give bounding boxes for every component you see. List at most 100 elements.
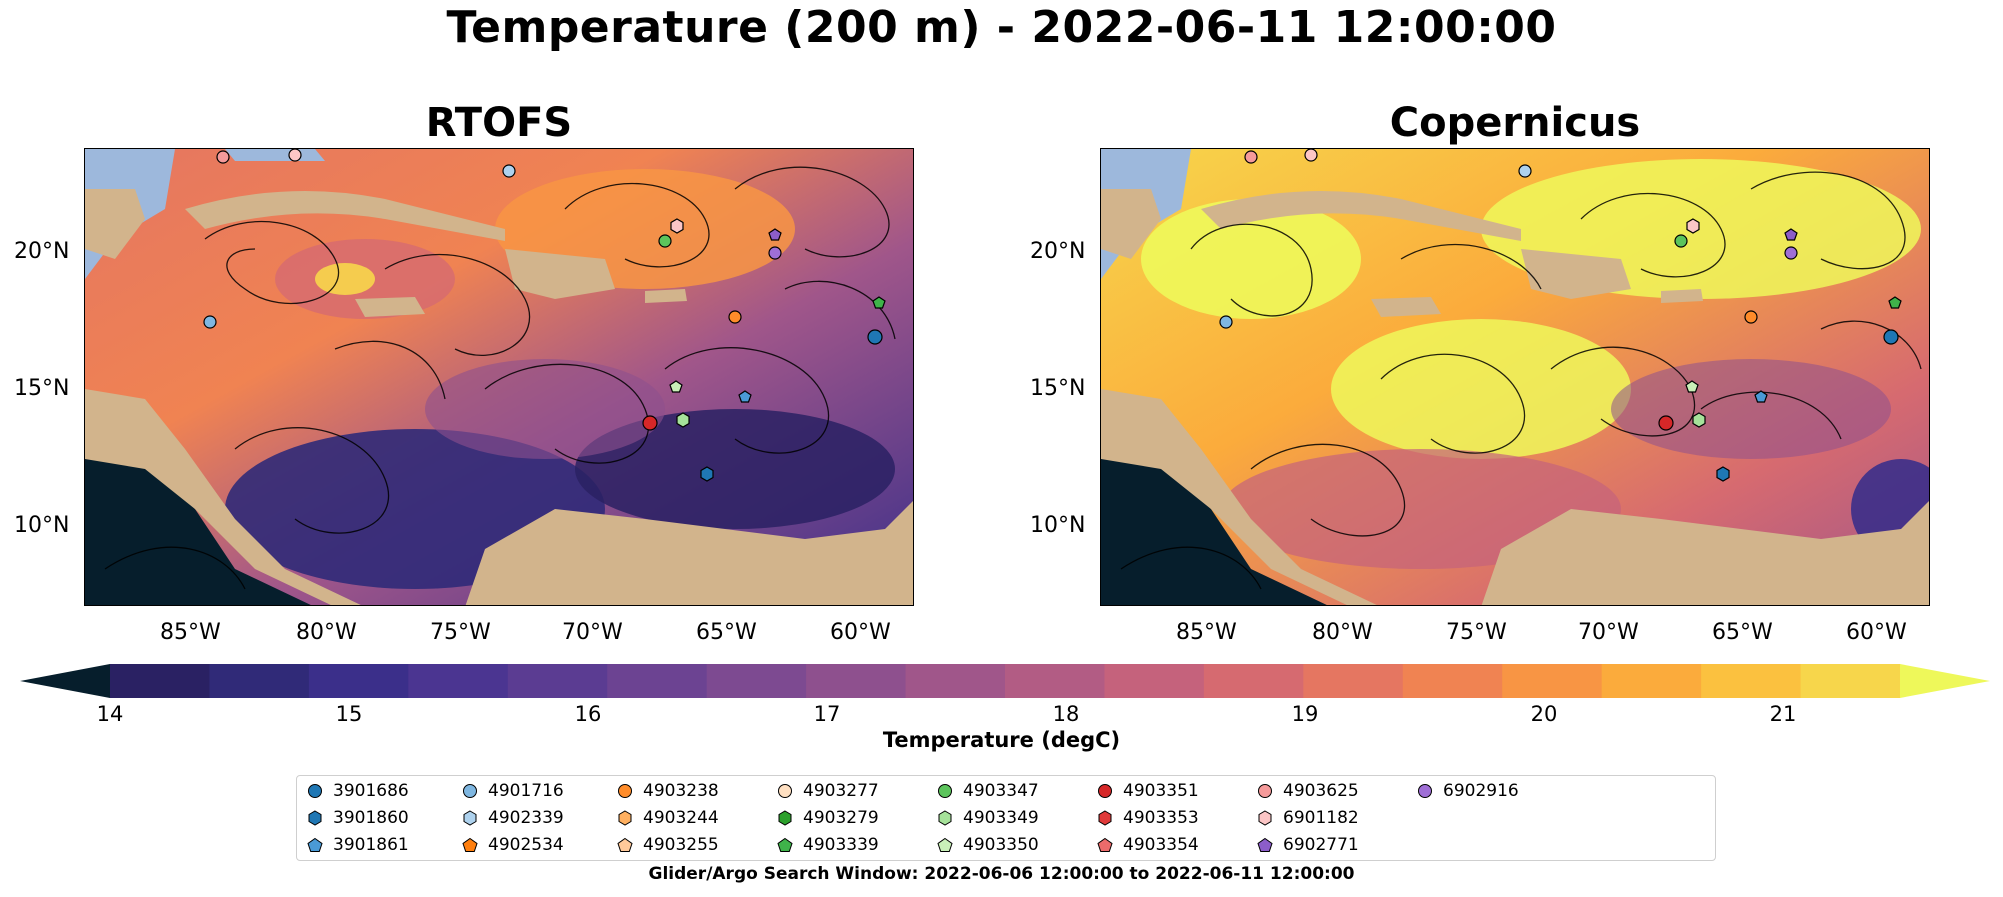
legend-item: 6902916: [1417, 781, 1519, 801]
colorbar-tick-14: 14: [96, 702, 124, 726]
legend-item: 3901686: [307, 781, 409, 801]
circle-marker-icon: [308, 784, 322, 798]
map-copernicus: [1100, 148, 1930, 606]
legend-item-label: 4903279: [803, 808, 879, 828]
legend-item: 4903347: [937, 781, 1039, 801]
pentagon-marker-icon: [1097, 837, 1113, 852]
legend-item: 4903339: [777, 835, 879, 855]
central-america-land: [1101, 389, 1377, 605]
cuba-land: [185, 191, 505, 241]
hispaniola-land: [1521, 249, 1631, 299]
colorbar-segment: [1005, 664, 1105, 698]
circle-marker-icon: [938, 784, 952, 798]
pentagon-marker-icon: [462, 837, 478, 852]
lon-label-60w-right: 60°W: [1846, 620, 1907, 645]
jamaica-land: [355, 297, 425, 317]
colorbar-tick-16: 16: [574, 702, 602, 726]
panel-title-copernicus: Copernicus: [1389, 100, 1641, 146]
legend-item-label: 6902771: [1283, 835, 1359, 855]
colorbar-segment: [1601, 664, 1702, 698]
legend-item: 3901860: [307, 808, 409, 828]
hexagon-marker-icon: [463, 810, 477, 826]
streamlines: [104, 166, 896, 590]
south-america-land: [465, 501, 913, 605]
circle-marker-icon: [1098, 784, 1112, 798]
legend-item: 4903238: [617, 781, 719, 801]
lat-label-15n-right: 15°N: [1030, 376, 1086, 401]
legend-item: 4903354: [1097, 835, 1199, 855]
legend-item-label: 4901716: [488, 781, 564, 801]
colorbar-segment: [408, 664, 509, 698]
colorbar-tick-15: 15: [335, 702, 363, 726]
legend-item-label: 4903350: [963, 835, 1039, 855]
pentagon-marker-icon: [617, 837, 633, 852]
yucatan-land: [1101, 189, 1161, 259]
legend-item: 4903244: [617, 808, 719, 828]
legend-item: 4903353: [1097, 808, 1199, 828]
circle-marker-icon: [778, 784, 792, 798]
colorbar-segment: [110, 664, 210, 698]
circle-marker-icon: [1418, 784, 1432, 798]
search-window-note: Glider/Argo Search Window: 2022-06-06 12…: [648, 864, 1355, 884]
colorbar-segment: [1303, 664, 1404, 698]
colorbar-segment: [1104, 664, 1205, 698]
lon-label-70w-left: 70°W: [562, 620, 623, 645]
lon-label-85w-right: 85°W: [1176, 620, 1237, 645]
jamaica-land: [1371, 297, 1441, 317]
puerto-rico-land: [1661, 289, 1703, 303]
legend-item-label: 4903277: [803, 781, 879, 801]
legend-item: 3901861: [307, 835, 409, 855]
legend-item-label: 4902339: [488, 808, 564, 828]
legend-item-label: 3901860: [333, 808, 409, 828]
lat-label-20n-left: 20°N: [14, 239, 70, 264]
hexagon-marker-icon: [938, 810, 952, 826]
hexagon-marker-icon: [1258, 810, 1272, 826]
legend-item-label: 6902916: [1443, 781, 1519, 801]
figure-title: Temperature (200 m) - 2022-06-11 12:00:0…: [446, 2, 1557, 53]
colorbar-extend-over: [1900, 664, 1990, 698]
legend-item: 4903350: [937, 835, 1039, 855]
hexagon-marker-icon: [778, 810, 792, 826]
legend-item: 4902339: [462, 808, 564, 828]
pentagon-marker-icon: [1257, 837, 1273, 852]
colorbar-segment: [209, 664, 310, 698]
legend-item-label: 3901861: [333, 835, 409, 855]
colorbar-tick-18: 18: [1052, 702, 1080, 726]
hexagon-marker-icon: [1098, 810, 1112, 826]
legend-item-label: 4903255: [643, 835, 719, 855]
lat-label-10n-right: 10°N: [1030, 513, 1086, 538]
colorbar: [20, 664, 1990, 698]
legend-item-label: 4903238: [643, 781, 719, 801]
lon-label-75w-left: 75°W: [430, 620, 491, 645]
south-america-land: [1481, 501, 1929, 605]
float-markers: [203, 149, 886, 482]
legend-item-label: 4903353: [1123, 808, 1199, 828]
colorbar-segment: [1800, 664, 1901, 698]
legend-item: 4903277: [777, 781, 879, 801]
lon-label-65w-left: 65°W: [696, 620, 757, 645]
legend-item: 4903625: [1257, 781, 1359, 801]
pacific-area: [1101, 449, 1327, 605]
colorbar-label: Temperature (degC): [882, 728, 1121, 752]
legend-item-label: 3901686: [333, 781, 409, 801]
lon-label-85w-left: 85°W: [160, 620, 221, 645]
float-markers: [1219, 149, 1902, 482]
pentagon-marker-icon: [307, 837, 323, 852]
colorbar-tick-20: 20: [1530, 702, 1558, 726]
map-rtofs: [84, 148, 914, 606]
pacific-area: [85, 449, 311, 605]
lat-label-10n-left: 10°N: [14, 513, 70, 538]
colorbar-segment: [905, 664, 1006, 698]
pentagon-marker-icon: [777, 837, 793, 852]
colorbar-tick-19: 19: [1291, 702, 1319, 726]
lat-label-20n-right: 20°N: [1030, 239, 1086, 264]
colorbar-segment: [607, 664, 708, 698]
colorbar-segment: [1701, 664, 1802, 698]
legend-item-label: 6901182: [1283, 808, 1359, 828]
colorbar-extend-under: [20, 664, 110, 698]
hexagon-marker-icon: [618, 810, 632, 826]
legend-item: 4902534: [462, 835, 564, 855]
colorbar-segment: [1402, 664, 1503, 698]
legend-item-label: 4903354: [1123, 835, 1199, 855]
panel-title-rtofs: RTOFS: [425, 100, 573, 146]
